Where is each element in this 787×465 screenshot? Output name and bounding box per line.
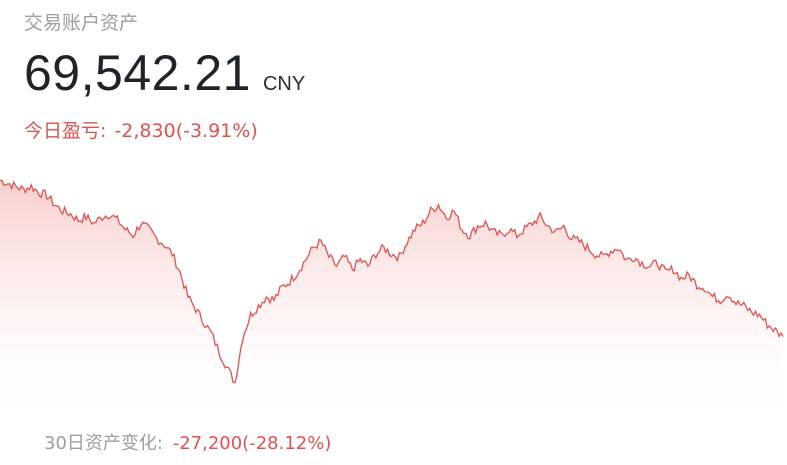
period-change: 30日资产变化: -27,200(-28.12%) <box>44 429 331 455</box>
daily-pnl: 今日盈亏: -2,830(-3.91%) <box>24 116 258 143</box>
period-change-value: -27,200(-28.12%) <box>172 433 332 454</box>
period-change-label: 30日资产变化: <box>44 433 163 454</box>
chart-area-fill <box>0 180 783 410</box>
currency-label: CNY <box>262 73 306 95</box>
balance-amount: 69,542.21 <box>24 45 251 101</box>
chart-series-line <box>0 179 784 384</box>
account-title: 交易账户资产 <box>24 12 139 34</box>
asset-trend-chart <box>0 179 784 410</box>
daily-pnl-label: 今日盈亏: <box>24 120 107 142</box>
daily-pnl-value: -2,830(-3.91%) <box>114 120 258 142</box>
balance-row: 69,542.21 CNY <box>24 44 305 102</box>
